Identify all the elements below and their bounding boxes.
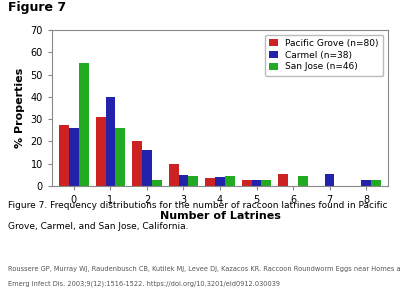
- Y-axis label: % Properties: % Properties: [15, 68, 25, 148]
- Bar: [106, 97, 115, 186]
- Bar: [278, 174, 288, 186]
- Bar: [69, 128, 79, 186]
- Bar: [169, 164, 178, 186]
- Text: Figure 7: Figure 7: [8, 2, 66, 14]
- Bar: [132, 141, 142, 186]
- Bar: [178, 175, 188, 186]
- Text: Emerg Infect Dis. 2003;9(12):1516-1522. https://doi.org/10.3201/eid0912.030039: Emerg Infect Dis. 2003;9(12):1516-1522. …: [8, 280, 280, 287]
- Text: Figure 7. Frequency distributions for the number of raccoon latrines found in Pa: Figure 7. Frequency distributions for th…: [8, 201, 388, 210]
- Bar: [59, 125, 69, 186]
- Legend: Pacific Grove (n=80), Carmel (n=38), San Jose (n=46): Pacific Grove (n=80), Carmel (n=38), San…: [265, 34, 384, 76]
- X-axis label: Number of Latrines: Number of Latrines: [160, 211, 280, 220]
- Bar: [96, 117, 106, 186]
- Bar: [242, 180, 252, 186]
- Bar: [115, 128, 125, 186]
- Bar: [225, 176, 235, 186]
- Bar: [371, 180, 381, 186]
- Bar: [79, 63, 89, 186]
- Text: Roussere GP, Murray WJ, Raudenbusch CB, Kutilek MJ, Levee DJ, Kazacos KR. Raccoo: Roussere GP, Murray WJ, Raudenbusch CB, …: [8, 266, 400, 272]
- Text: Grove, Carmel, and San Jose, California.: Grove, Carmel, and San Jose, California.: [8, 222, 188, 231]
- Bar: [298, 176, 308, 186]
- Bar: [262, 180, 271, 186]
- Bar: [205, 178, 215, 186]
- Bar: [188, 176, 198, 186]
- Bar: [361, 180, 371, 186]
- Bar: [215, 177, 225, 186]
- Bar: [325, 174, 334, 186]
- Bar: [152, 180, 162, 186]
- Bar: [142, 150, 152, 186]
- Bar: [252, 180, 262, 186]
